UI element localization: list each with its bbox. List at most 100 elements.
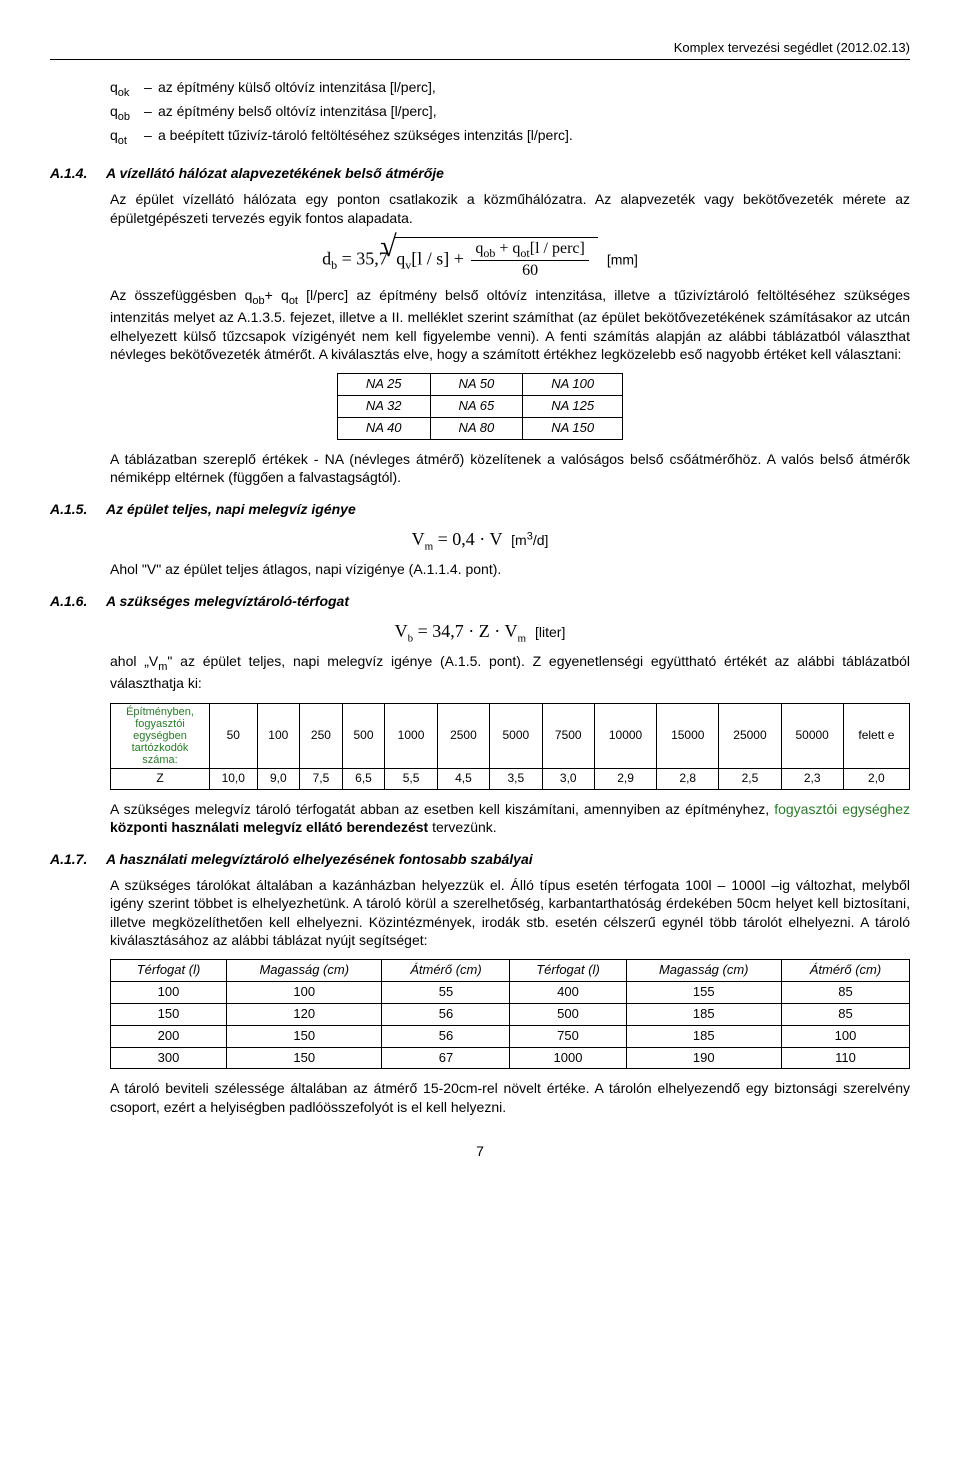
table-cell: 2,0 xyxy=(843,769,909,790)
table-cell: 56 xyxy=(382,1003,510,1025)
z-table: Építményben, fogyasztói egységben tartóz… xyxy=(110,703,910,790)
table-cell: 500 xyxy=(342,703,385,768)
table-row: Z 10,0 9,0 7,5 6,5 5,5 4,5 3,5 3,0 2,9 2… xyxy=(111,769,910,790)
table-cell: NA 100 xyxy=(523,373,623,395)
table-cell: 50 xyxy=(210,703,258,768)
table-cell: 3,5 xyxy=(490,769,542,790)
table-cell: 9,0 xyxy=(257,769,300,790)
table-header: Magasság (cm) xyxy=(626,960,781,982)
table-row: 150 120 56 500 185 85 xyxy=(111,1003,910,1025)
table-cell: 400 xyxy=(510,981,626,1003)
table-cell: NA 40 xyxy=(337,417,430,439)
table-header: Átmérő (cm) xyxy=(382,960,510,982)
page-number: 7 xyxy=(50,1142,910,1160)
table-cell: 100 xyxy=(781,1025,909,1047)
header-right: Komplex tervezési segédlet (2012.02.13) xyxy=(50,40,910,57)
table-cell: NA 50 xyxy=(430,373,523,395)
def-sym: qok xyxy=(110,78,144,100)
table-row: NA 32 NA 65 NA 125 xyxy=(337,395,622,417)
def-text: az építmény külső oltóvíz intenzitása [l… xyxy=(158,78,910,100)
a17-p1: A szükséges tárolókat általában a kazánh… xyxy=(110,876,910,949)
table-cell: 100 xyxy=(111,981,227,1003)
a16-formula: Vb = 34,7 · Z · Vm [liter] xyxy=(50,620,910,646)
z-row-label: Z xyxy=(111,769,210,790)
table-cell: 15000 xyxy=(657,703,719,768)
table-cell: 150 xyxy=(227,1047,382,1069)
a16-p2b: központi használati melegvíz ellátó bere… xyxy=(110,819,432,835)
table-cell: 2,8 xyxy=(657,769,719,790)
tank-table: Térfogat (l) Magasság (cm) Átmérő (cm) T… xyxy=(110,959,910,1069)
def-row: qok – az építmény külső oltóvíz intenzit… xyxy=(110,78,910,100)
section-number: A.1.7. xyxy=(50,850,106,868)
table-cell: 7500 xyxy=(542,703,594,768)
table-cell: 4,5 xyxy=(437,769,489,790)
a14-p3: A táblázatban szereplő értékek - NA (név… xyxy=(110,450,910,486)
table-cell: 7,5 xyxy=(300,769,343,790)
table-cell: 150 xyxy=(111,1003,227,1025)
section-a16: A.1.6. A szükséges melegvíztároló-térfog… xyxy=(50,592,910,610)
table-cell: 150 xyxy=(227,1025,382,1047)
table-cell: 67 xyxy=(382,1047,510,1069)
formula-text: Vm = 0,4 · V xyxy=(412,529,503,549)
table-cell: 100 xyxy=(227,981,382,1003)
table-cell: 5000 xyxy=(490,703,542,768)
section-a17: A.1.7. A használati melegvíztároló elhel… xyxy=(50,850,910,868)
table-cell: 2,9 xyxy=(594,769,656,790)
table-cell: 185 xyxy=(626,1025,781,1047)
def-sym: qob xyxy=(110,102,144,124)
table-cell: 110 xyxy=(781,1047,909,1069)
table-cell: NA 32 xyxy=(337,395,430,417)
table-cell: 55 xyxy=(382,981,510,1003)
formula-unit: [m3/d] xyxy=(511,532,548,548)
a14-p2: Az összefüggésben qob+ qot [l/perc] az é… xyxy=(110,286,910,363)
a15-formula: Vm = 0,4 · V [m3/d] xyxy=(50,528,910,554)
table-cell: 50000 xyxy=(781,703,843,768)
formula-unit: [mm] xyxy=(607,251,638,267)
table-cell: 200 xyxy=(111,1025,227,1047)
table-cell: 25000 xyxy=(719,703,781,768)
table-cell: 155 xyxy=(626,981,781,1003)
table-cell: 750 xyxy=(510,1025,626,1047)
section-a15: A.1.5. Az épület teljes, napi melegvíz i… xyxy=(50,500,910,518)
section-title: A használati melegvíztároló elhelyezésén… xyxy=(106,850,910,868)
header-bar: Komplex tervezési segédlet (2012.02.13) xyxy=(50,40,910,60)
section-a14: A.1.4. A vízellátó hálózat alapvezetékén… xyxy=(50,164,910,182)
table-cell: 5,5 xyxy=(385,769,437,790)
table-row: NA 40 NA 80 NA 150 xyxy=(337,417,622,439)
def-dash: – xyxy=(144,102,158,124)
table-cell: 2,3 xyxy=(781,769,843,790)
table-header: Magasság (cm) xyxy=(227,960,382,982)
a16-p2-green: fogyasztói egységhez xyxy=(774,801,910,817)
def-text: az építmény belső oltóvíz intenzitása [l… xyxy=(158,102,910,124)
def-text: a beépített tűzivíz-tároló feltöltéséhez… xyxy=(158,126,910,148)
table-cell: 100 xyxy=(257,703,300,768)
table-cell: 3,0 xyxy=(542,769,594,790)
section-number: A.1.5. xyxy=(50,500,106,518)
table-header: Átmérő (cm) xyxy=(781,960,909,982)
def-sym: qot xyxy=(110,126,144,148)
a15-p1: Ahol "V" az épület teljes átlagos, napi … xyxy=(110,560,910,578)
table-cell: 2500 xyxy=(437,703,489,768)
table-row: 100 100 55 400 155 85 xyxy=(111,981,910,1003)
table-cell: 1000 xyxy=(510,1047,626,1069)
table-cell: 6,5 xyxy=(342,769,385,790)
table-row: NA 25 NA 50 NA 100 xyxy=(337,373,622,395)
formula-text: Vb = 34,7 · Z · Vm xyxy=(395,621,526,641)
table-cell: felett e xyxy=(843,703,909,768)
section-number: A.1.6. xyxy=(50,592,106,610)
table-cell: 500 xyxy=(510,1003,626,1025)
def-row: qot – a beépített tűzivíz-tároló feltölt… xyxy=(110,126,910,148)
section-title: A vízellátó hálózat alapvezetékének bels… xyxy=(106,164,910,182)
table-row: Építményben, fogyasztói egységben tartóz… xyxy=(111,703,910,768)
z-header-label: Építményben, fogyasztói egységben tartóz… xyxy=(111,703,210,768)
table-row: 300 150 67 1000 190 110 xyxy=(111,1047,910,1069)
table-cell: NA 150 xyxy=(523,417,623,439)
table-header: Térfogat (l) xyxy=(510,960,626,982)
formula-unit: [liter] xyxy=(535,624,565,640)
table-cell: 300 xyxy=(111,1047,227,1069)
table-cell: NA 25 xyxy=(337,373,430,395)
table-cell: 56 xyxy=(382,1025,510,1047)
table-cell: 190 xyxy=(626,1047,781,1069)
section-title: A szükséges melegvíztároló-térfogat xyxy=(106,592,910,610)
table-cell: NA 125 xyxy=(523,395,623,417)
